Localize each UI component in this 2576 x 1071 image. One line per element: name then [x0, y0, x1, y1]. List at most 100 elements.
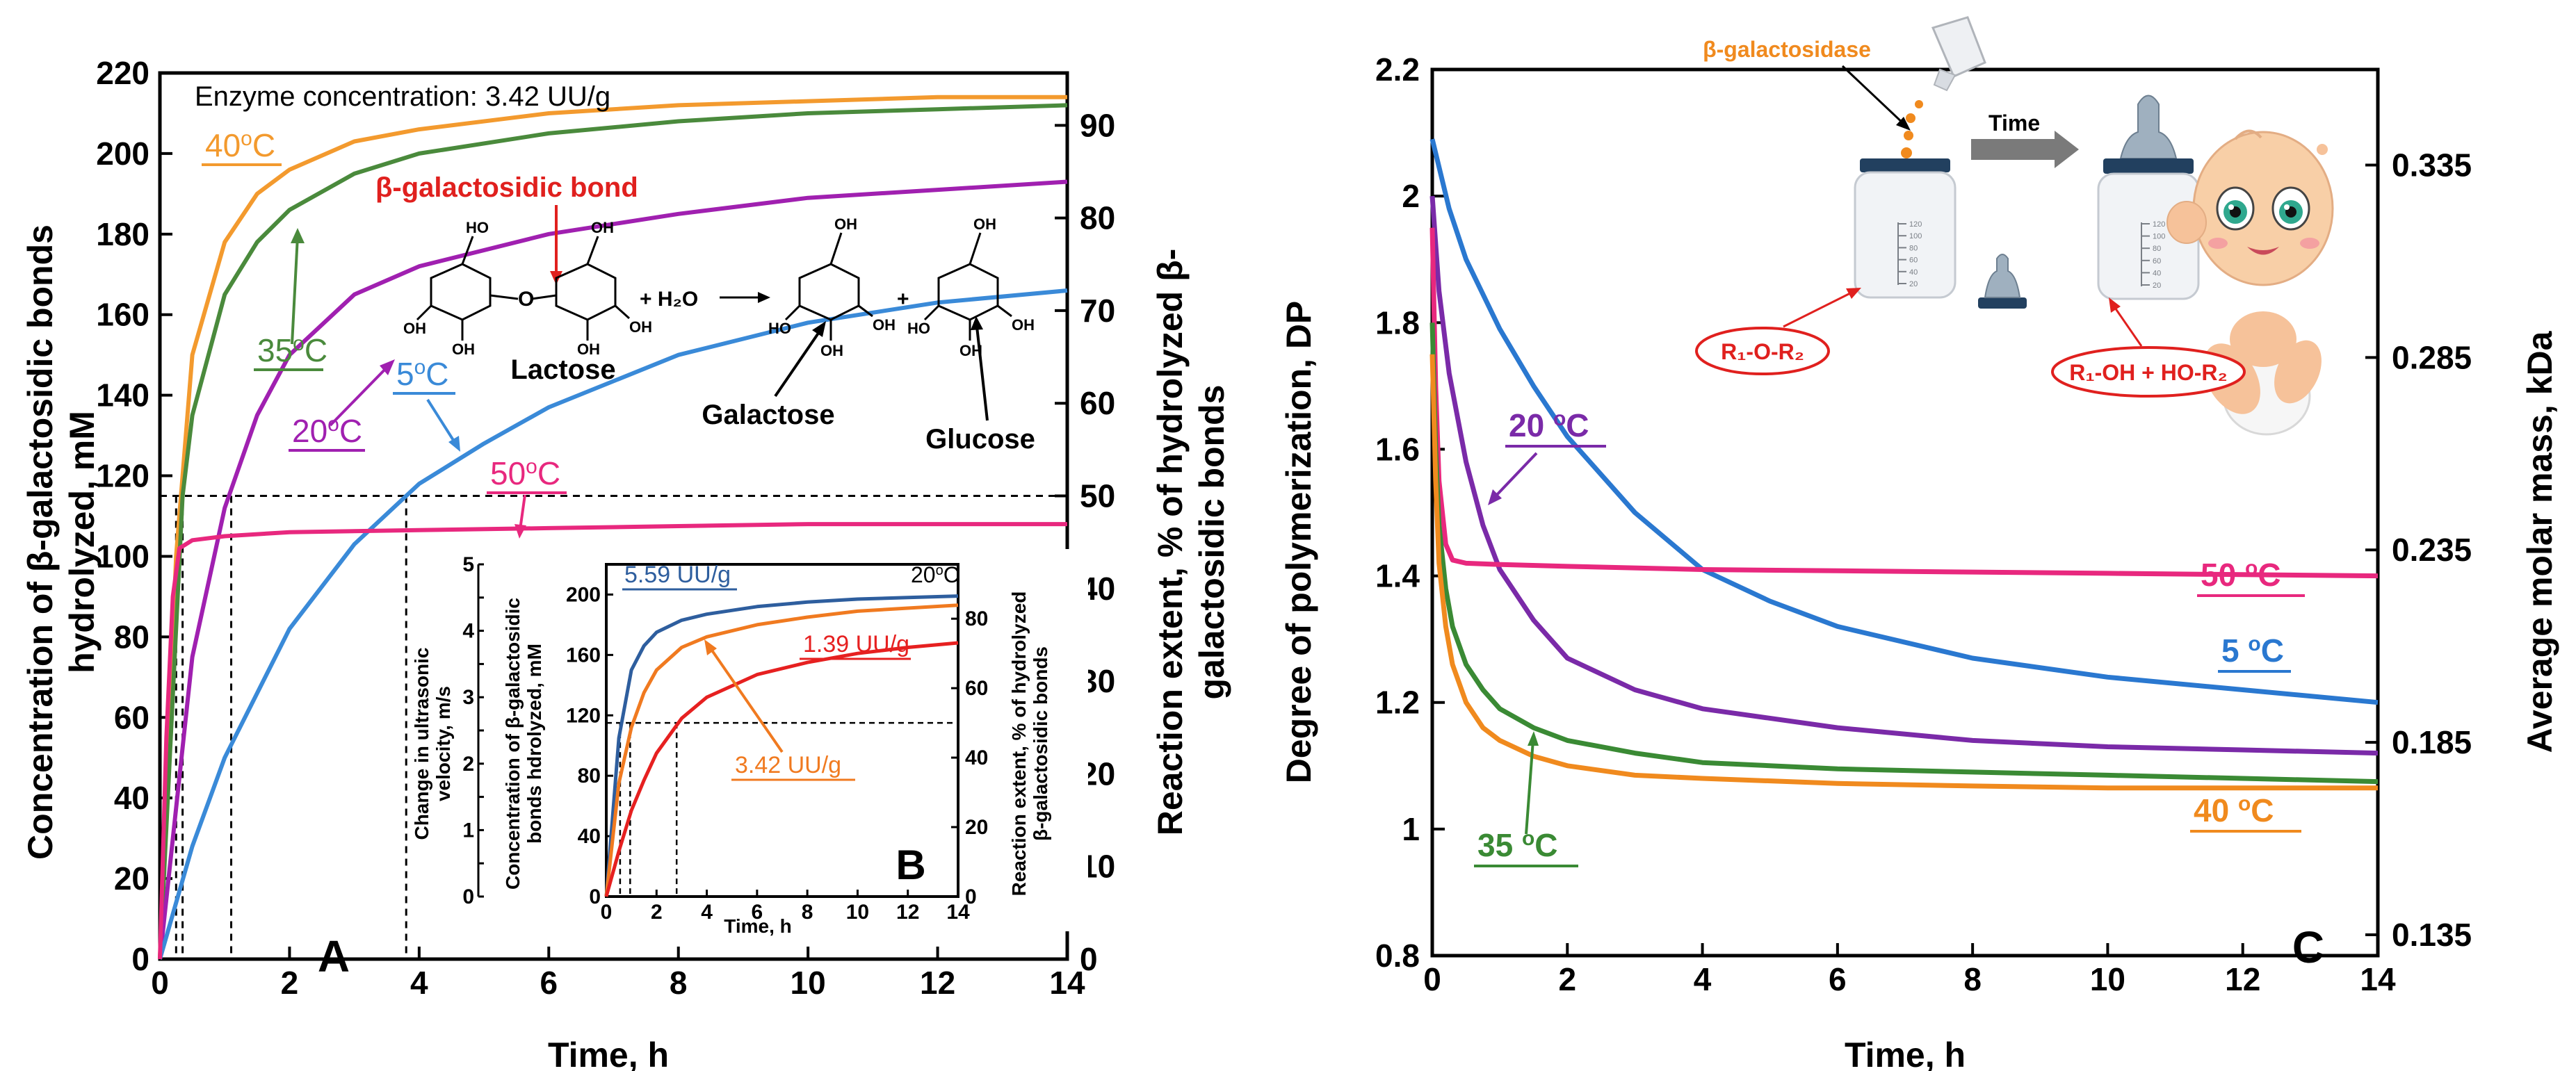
lactose-label: Lactose [510, 354, 615, 385]
velocity-tick-label: 2 [462, 753, 474, 776]
panel-a-y-label-line2: hydrolyzed, mM [63, 411, 102, 673]
oh-label: OH [629, 318, 652, 336]
series-line-20oc [1429, 195, 2379, 756]
oh-label: OH [973, 215, 996, 233]
panel-b-y2-label-line2: β-galactosidic bonds [1030, 646, 1051, 841]
product-pointer-head [2109, 297, 2121, 313]
product-ellipse [2051, 346, 2246, 398]
x-tick-label: 10 [846, 901, 869, 924]
y-tick-label: 80 [114, 619, 149, 655]
y-tick-label: 120 [96, 458, 149, 494]
panel-b-plot-frame [605, 563, 959, 898]
substrate-pointer [1783, 291, 1854, 328]
panel-b-temperature: 20oC [911, 562, 959, 587]
panel-a-plot-frame [158, 71, 1069, 961]
y-tick-label: 0 [589, 885, 601, 908]
panel-a-x-label: Time, h [548, 1036, 669, 1071]
x-tick-label: 4 [410, 965, 428, 1001]
lactose-hydrolysis-scheme: β-galactosidic bond O HO OH OH OH OH [375, 172, 1035, 455]
oh-label: HO [907, 320, 930, 337]
y2-tick-label: 0.335 [2392, 147, 2472, 183]
velocity-tick-label: 1 [462, 819, 474, 842]
x-tick-label: 0 [151, 965, 169, 1001]
y2-tick-label: 0.285 [2392, 339, 2472, 375]
oh-label: HO [768, 320, 791, 337]
y2-tick-label: 80 [1080, 200, 1115, 236]
panel-a-y2-label-line2: galactosidic bonds [1192, 385, 1231, 700]
y-tick-label: 40 [578, 825, 601, 848]
x-tick-label: 0 [1423, 961, 1441, 997]
series-line-35oc [158, 103, 1068, 960]
series-line-40oc [158, 95, 1067, 960]
y-tick-label: 1.4 [1375, 558, 1420, 594]
y2-tick-label: 0 [1080, 941, 1098, 977]
panel-b-pointer-head [704, 639, 717, 655]
scale-label: 20 [1909, 280, 1918, 288]
panel-b-y2-ticks: 0 20 40 60 80 [951, 607, 988, 908]
panel-c-x-label: Time, h [1845, 1036, 1966, 1071]
bottle-1-scale: 120 100 80 60 40 20 [1898, 220, 1922, 288]
enzyme-label: β-galactosidase [1703, 37, 1871, 62]
panel-b-pointer-3-42 [708, 645, 784, 753]
scale-label: 80 [2153, 245, 2161, 253]
label-40c-dp: 40 oC [2194, 792, 2274, 829]
pointer-20c-dp [1493, 452, 1538, 498]
glucose-structure [923, 232, 1012, 341]
galactose-structure [784, 232, 873, 341]
panel-a-x-ticks: 0 2 4 6 8 10 12 14 [151, 947, 1085, 1001]
oh-label: OH [577, 341, 600, 358]
panel-a-y-ticks: 0 20 40 60 80 100 120 140 160 180 200 220 [96, 55, 172, 977]
x-tick-label: 2 [651, 901, 663, 924]
label-1-39-uug: 1.39 UU/g [803, 631, 909, 657]
dropper-bottle-icon [1901, 16, 1986, 158]
y2-tick-label: 50 [1080, 478, 1115, 514]
oh-label: OH [403, 320, 426, 337]
x-tick-label: 12 [2225, 961, 2260, 997]
baby-bottle-1-icon [1854, 158, 1957, 299]
y-tick-label: 1.8 [1375, 304, 1420, 341]
y-tick-label: 220 [96, 55, 149, 91]
oh-label: OH [873, 316, 896, 334]
oh-label: HO [466, 219, 489, 236]
y2-tick-label: 0.135 [2392, 917, 2472, 953]
y2-tick-label: 20 [965, 816, 988, 839]
glucose-label: Glucose [925, 424, 1035, 455]
glucose-pointer-head [971, 316, 983, 330]
y-tick-label: 1.6 [1375, 431, 1420, 467]
y-tick-label: 60 [114, 699, 149, 735]
y2-tick-label: 0 [965, 885, 977, 908]
panel-b-y-label-line2: bonds hdrolyzed, mM [524, 644, 545, 844]
panel-c-y-ticks: 0.8 1 1.2 1.4 1.6 1.8 2 2.2 [1375, 51, 1445, 974]
pointer-35c-dp [1525, 739, 1534, 835]
galactose-pointer [774, 329, 822, 398]
product-formula: R₁-OH + HO-R₂ [2069, 360, 2227, 385]
y-tick-label: 2.2 [1375, 51, 1420, 88]
x-tick-label: 6 [752, 901, 763, 924]
x-tick-label: 10 [2090, 961, 2125, 997]
y-tick-label: 80 [578, 765, 601, 787]
y-tick-label: 180 [96, 216, 149, 252]
panel-c-y2-label: Average molar mass, kDa [2520, 330, 2559, 753]
nipple-icon [1978, 254, 2027, 309]
oh-label: OH [591, 219, 614, 236]
x-tick-label: 8 [1963, 961, 1982, 997]
x-tick-label: 6 [1829, 961, 1847, 997]
substrate-ellipse [1695, 327, 1830, 375]
label-20c: 20oC [292, 413, 362, 450]
x-tick-label: 4 [1694, 961, 1712, 997]
x-tick-label: 2 [1558, 961, 1576, 997]
y-tick-label: 0.8 [1375, 938, 1420, 974]
panel-b-y2-label-line1: Reaction extent, % of hydrolyzed [1008, 591, 1030, 897]
panel-b-letter: B [896, 842, 925, 888]
x-tick-label: 8 [802, 901, 813, 924]
panel-b-y-ticks: 0 40 80 120 160 200 [566, 583, 613, 908]
panel-b-velocity-ticks: 0 1 2 3 4 5 [462, 553, 484, 908]
x-tick-label: 0 [601, 901, 613, 924]
y2-tick-label: 0.185 [2392, 724, 2472, 760]
velocity-tick-label: 3 [462, 686, 474, 709]
baby-bottle-2-icon [2097, 95, 2200, 300]
x-tick-label: 6 [540, 965, 558, 1001]
reaction-arrow-head [758, 292, 770, 303]
x-tick-label: 14 [1049, 965, 1085, 1001]
